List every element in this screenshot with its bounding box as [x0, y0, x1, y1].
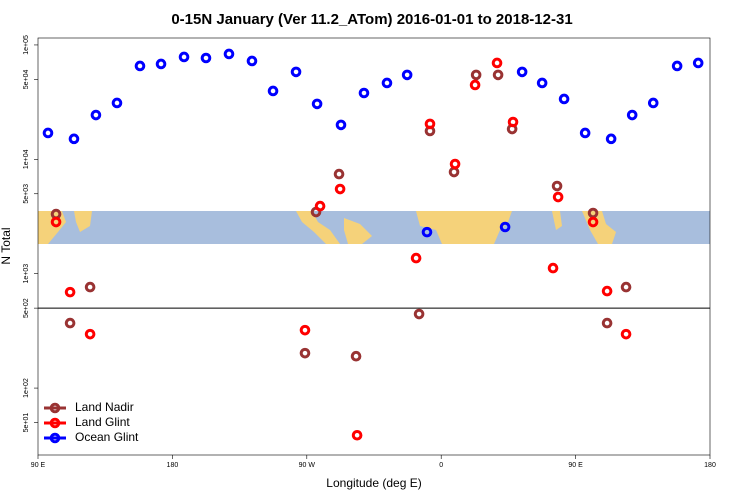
point	[351, 429, 363, 441]
point	[358, 87, 370, 99]
point	[536, 77, 548, 89]
y-tick-label: 5e+01	[23, 413, 30, 433]
point	[516, 66, 528, 78]
point	[552, 191, 564, 203]
point	[492, 69, 504, 81]
x-tick-label: 180	[704, 462, 716, 469]
point	[299, 324, 311, 336]
legend-marker	[49, 417, 61, 429]
point	[178, 51, 190, 63]
point	[68, 133, 80, 145]
legend-marker	[49, 432, 61, 444]
point	[401, 69, 413, 81]
point	[413, 308, 425, 320]
point	[381, 77, 393, 89]
point	[290, 66, 302, 78]
point	[335, 119, 347, 131]
point	[90, 109, 102, 121]
legend-label: Ocean Glint	[75, 430, 139, 444]
x-tick-label: 90 W	[299, 462, 316, 469]
point	[551, 180, 563, 192]
x-tick-label: 180	[167, 462, 179, 469]
point	[491, 57, 503, 69]
point	[421, 226, 433, 238]
point	[410, 252, 422, 264]
point	[449, 158, 461, 170]
chart-title: 0-15N January (Ver 11.2_ATom) 2016-01-01…	[171, 11, 572, 28]
point	[84, 281, 96, 293]
point	[620, 281, 632, 293]
point	[314, 200, 326, 212]
legend-label: Land Nadir	[75, 400, 134, 414]
x-tick-label: 90 E	[568, 462, 583, 469]
y-tick-label: 1e+02	[23, 378, 30, 398]
point	[299, 347, 311, 359]
point	[134, 60, 146, 72]
x-axis-label: Longitude (deg E)	[326, 476, 421, 490]
point	[84, 328, 96, 340]
point	[671, 60, 683, 72]
x-tick-label: 0	[439, 462, 443, 469]
plot-frame	[37, 37, 711, 456]
point	[605, 133, 617, 145]
point	[223, 48, 235, 60]
point	[311, 98, 323, 110]
point	[579, 127, 591, 139]
map-strip	[38, 211, 710, 244]
point	[620, 328, 632, 340]
point	[334, 183, 346, 195]
point	[246, 55, 258, 67]
point	[470, 69, 482, 81]
point	[448, 166, 460, 178]
x-tick-label: 90 E	[31, 462, 46, 469]
point	[507, 116, 519, 128]
point	[647, 97, 659, 109]
point	[267, 85, 279, 97]
legend-marker	[49, 402, 61, 414]
point	[601, 317, 613, 329]
y-tick-label: 5e+03	[23, 184, 30, 204]
point	[350, 350, 362, 362]
y-axis-label: N Total	[0, 227, 13, 264]
point	[333, 168, 345, 180]
point	[558, 93, 570, 105]
point	[155, 58, 167, 70]
point	[424, 118, 436, 130]
point	[50, 216, 62, 228]
point	[626, 109, 638, 121]
point	[587, 216, 599, 228]
point	[547, 262, 559, 274]
point	[64, 286, 76, 298]
point	[469, 79, 481, 91]
point	[499, 221, 511, 233]
y-tick-label: 1e+03	[23, 264, 30, 284]
y-tick-label: 5e+04	[23, 69, 30, 89]
point	[601, 285, 613, 297]
y-tick-label: 1e+05	[23, 35, 30, 55]
point	[200, 52, 212, 64]
legend-label: Land Glint	[75, 415, 130, 429]
y-tick-label: 5e+02	[23, 298, 30, 318]
point	[111, 97, 123, 109]
point	[64, 317, 76, 329]
point	[42, 127, 54, 139]
y-tick-label: 1e+04	[23, 149, 30, 169]
point	[692, 57, 704, 69]
